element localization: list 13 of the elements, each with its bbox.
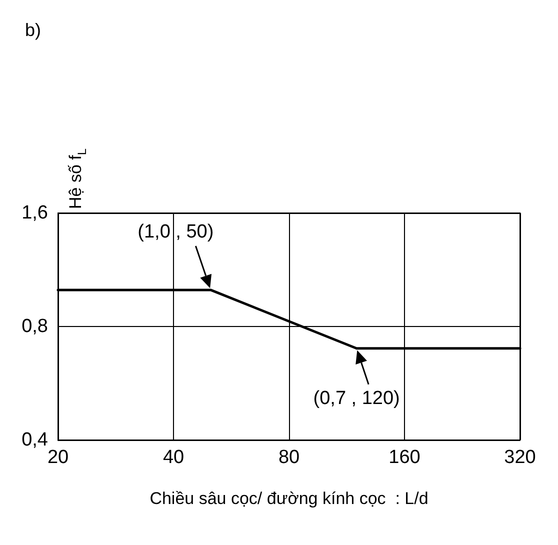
- y-tick-label: 0,8: [22, 316, 48, 337]
- x-tick-label: 160: [388, 447, 420, 468]
- annotation: (0,7 , 120): [313, 388, 400, 409]
- annotation: (1,0 , 50): [138, 221, 214, 242]
- x-axis-title: Chiều sâu cọc/ đường kính cọc : L/d: [150, 489, 428, 508]
- y-tick-label: 1,6: [22, 202, 48, 224]
- x-tick-label: 80: [278, 447, 300, 468]
- x-tick-label: 320: [504, 447, 536, 468]
- chart-title: b): [25, 20, 42, 40]
- y-axis-title: Hệ số fL: [66, 148, 89, 209]
- x-tick-label: 20: [47, 447, 69, 468]
- x-tick-label: 40: [162, 447, 184, 468]
- y-tick-label: 0,4: [22, 430, 48, 450]
